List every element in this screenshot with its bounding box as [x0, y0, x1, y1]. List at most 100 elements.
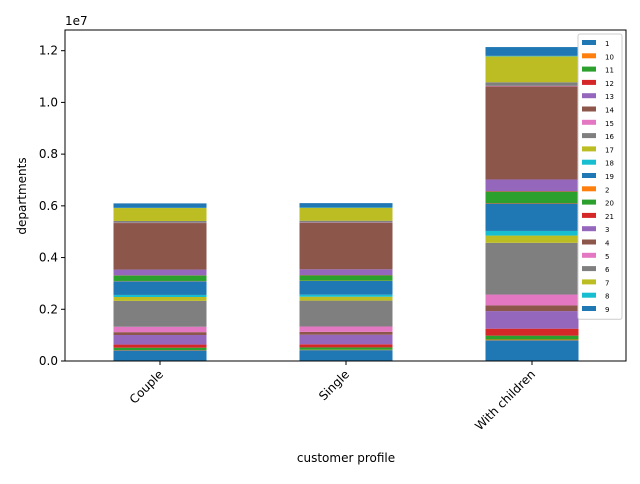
bar-segment-15-1: [114, 327, 207, 332]
bar-segment-21-3: [486, 191, 579, 192]
legend-label-2: 2: [605, 186, 609, 194]
bar-segment-17-2: [300, 297, 393, 301]
bar-segment-11-2: [300, 347, 393, 349]
bar-segment-6-2: [300, 221, 393, 223]
bar-segment-19-2: [300, 281, 393, 295]
bar-segment-7-3: [486, 56, 579, 82]
bar-segment-15-2: [300, 326, 393, 331]
legend-swatch-6: [582, 266, 596, 271]
legend-swatch-16: [582, 133, 596, 138]
bar-segment-8-3: [486, 56, 579, 57]
legend-swatch-8: [582, 293, 596, 298]
bar-segment-13-2: [300, 335, 393, 345]
y-tick-label: 1.2: [39, 44, 58, 58]
bar-segment-13-1: [114, 335, 207, 345]
y-tick-label: 0.4: [39, 251, 58, 265]
legend-swatch-2: [582, 186, 596, 191]
bar-segment-14-3: [486, 305, 579, 311]
legend-label-20: 20: [605, 200, 614, 208]
x-tick-label: Couple: [127, 367, 166, 406]
bar-segment-4-2: [300, 223, 393, 270]
y-tick-label: 0.6: [39, 199, 58, 213]
y-tick-label: 0.8: [39, 147, 58, 161]
legend-label-12: 12: [605, 80, 614, 88]
x-tick-label: With children: [472, 367, 538, 433]
legend-label-8: 8: [605, 293, 609, 301]
bar-segment-19-3: [486, 204, 579, 231]
legend-swatch-19: [582, 173, 596, 178]
legend-label-6: 6: [605, 266, 610, 274]
bar-segment-7-1: [114, 208, 207, 221]
legend-swatch-7: [582, 279, 596, 284]
legend-swatch-18: [582, 160, 596, 165]
bar-segment-9-2: [300, 203, 393, 207]
bar-segment-10-3: [486, 340, 579, 341]
x-axis-label: customer profile: [297, 451, 395, 465]
legend-label-13: 13: [605, 93, 614, 101]
y-axis-label: departments: [15, 157, 29, 234]
legend-swatch-1: [582, 40, 596, 45]
bar-segment-18-3: [486, 231, 579, 236]
bar-segment-2-3: [486, 203, 579, 204]
legend-label-19: 19: [605, 173, 614, 181]
y-tick-label: 0.0: [39, 354, 58, 368]
legend-label-14: 14: [605, 107, 614, 115]
legend-swatch-21: [582, 213, 596, 218]
legend-swatch-17: [582, 146, 596, 151]
legend-label-17: 17: [605, 146, 614, 154]
bar-segment-16-2: [300, 301, 393, 327]
legend-swatch-15: [582, 120, 596, 125]
bar-segment-15-3: [486, 295, 579, 306]
bar-segment-3-2: [300, 269, 393, 275]
legend-label-16: 16: [605, 133, 614, 141]
legend-swatch-5: [582, 253, 596, 258]
bar-segment-9-3: [486, 47, 579, 56]
legend-swatch-3: [582, 226, 596, 231]
bar-segment-3-1: [114, 270, 207, 276]
legend-label-4: 4: [605, 240, 610, 248]
legend-label-1: 1: [605, 40, 609, 48]
bar-segment-5-3: [486, 86, 579, 87]
bar-segment-19-1: [114, 281, 207, 295]
legend-label-21: 21: [605, 213, 614, 221]
bar-segment-1-1: [114, 350, 207, 361]
bar-segment-11-1: [114, 348, 207, 350]
bar-segment-6-3: [486, 82, 579, 86]
legend-swatch-11: [582, 67, 596, 72]
bar-segment-18-1: [114, 295, 207, 297]
bar-segment-7-2: [300, 208, 393, 221]
bar-segment-11-3: [486, 336, 579, 340]
bar-segment-9-1: [114, 203, 207, 207]
bar-segment-20-2: [300, 275, 393, 280]
bar-segment-12-1: [114, 345, 207, 348]
bar-segment-1-2: [300, 350, 393, 361]
legend-swatch-20: [582, 200, 596, 205]
bar-segment-14-2: [300, 332, 393, 335]
bar-segment-17-1: [114, 297, 207, 301]
x-tick-label: Single: [316, 367, 352, 403]
legend-label-5: 5: [605, 253, 609, 261]
legend-swatch-4: [582, 240, 596, 245]
y-offset-label: 1e7: [65, 14, 88, 28]
bar-segment-18-2: [300, 295, 393, 297]
legend-label-9: 9: [605, 306, 609, 314]
legend-swatch-12: [582, 80, 596, 85]
y-tick-label: 0.2: [39, 302, 58, 316]
bar-segment-17-3: [486, 236, 579, 243]
bar-segment-3-3: [486, 179, 579, 191]
y-tick-label: 1.0: [39, 95, 58, 109]
legend-label-15: 15: [605, 120, 614, 128]
bar-segment-12-2: [300, 344, 393, 347]
legend-swatch-9: [582, 306, 596, 311]
bar-segment-13-3: [486, 311, 579, 329]
legend-label-11: 11: [605, 67, 614, 75]
bar-segment-12-3: [486, 329, 579, 336]
legend-swatch-13: [582, 93, 596, 98]
legend-swatch-10: [582, 53, 596, 58]
legend-label-7: 7: [605, 279, 609, 287]
bar-segment-20-1: [114, 276, 207, 281]
bar-segment-14-1: [114, 332, 207, 335]
